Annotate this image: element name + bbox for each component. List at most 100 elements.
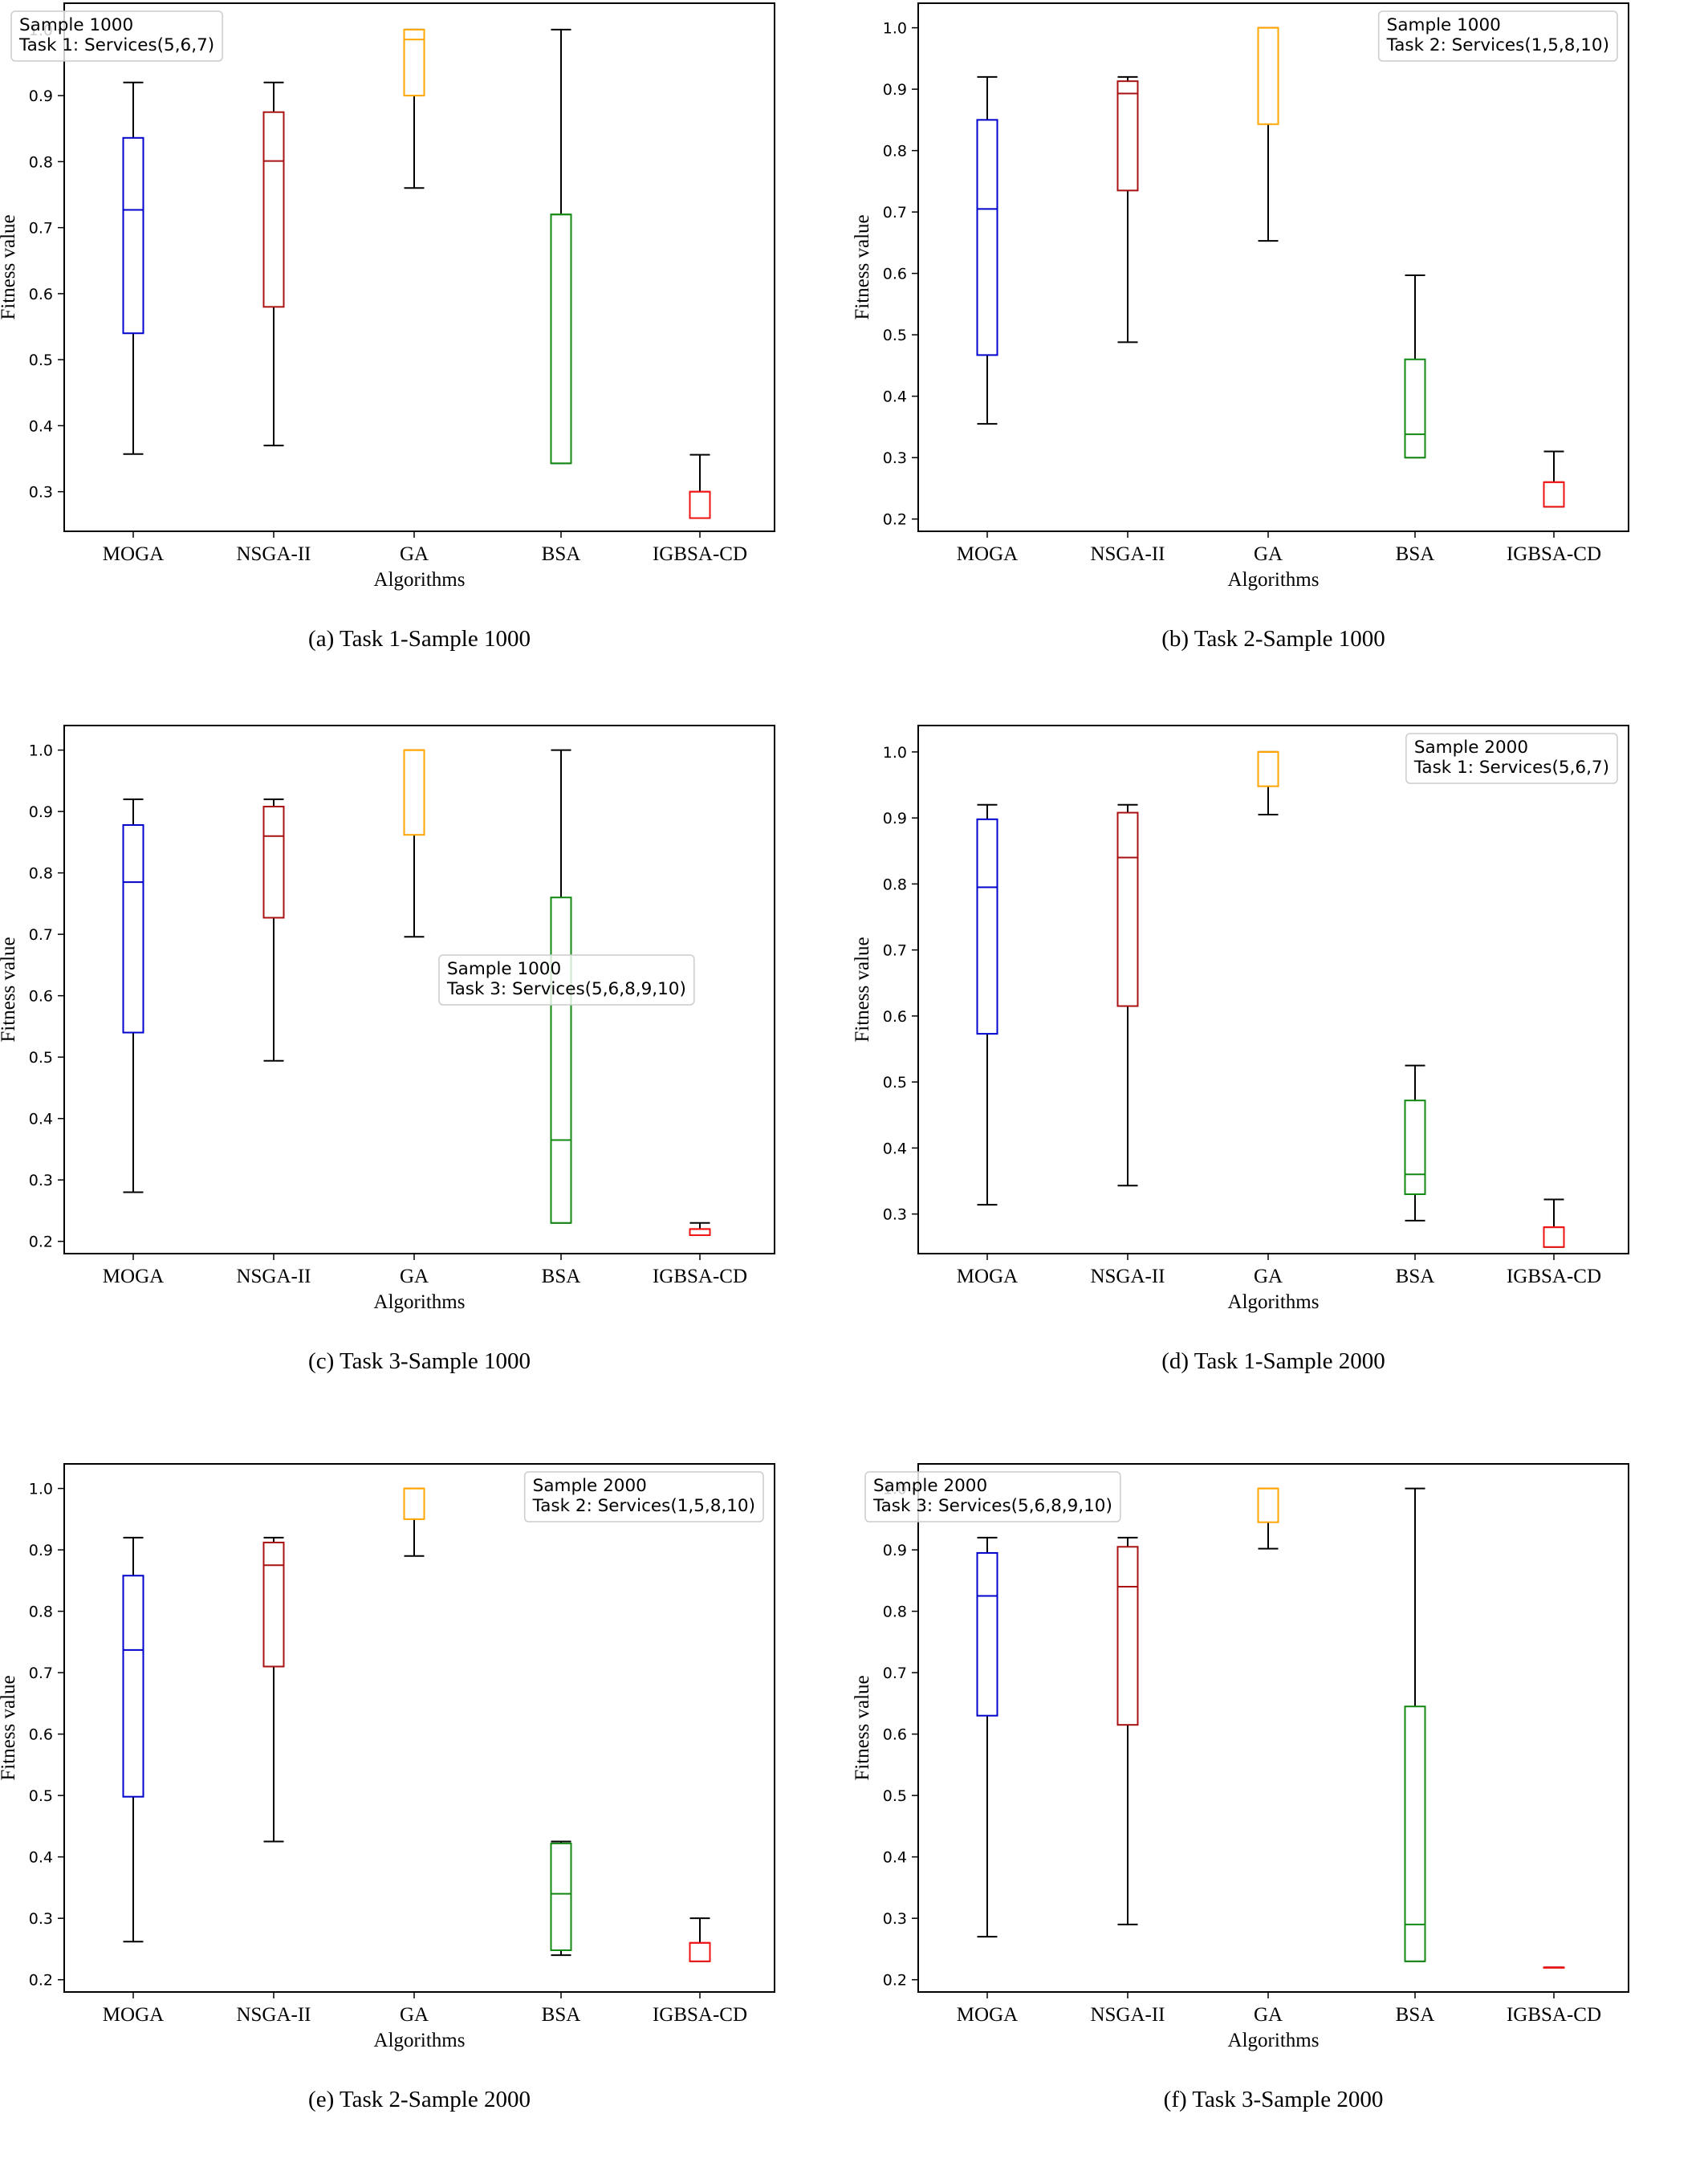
x-tick-label: BSA	[1396, 2004, 1435, 2026]
x-tick-label: MOGA	[103, 2004, 164, 2026]
box-iqr	[550, 213, 572, 465]
legend-text: Task 2: Services(1,5,8,10)	[1386, 35, 1609, 55]
y-axis-title: Fitness value	[852, 1675, 873, 1780]
box-iqr	[403, 1487, 425, 1520]
legend-box	[438, 954, 695, 1006]
x-axis-title: Algorithms	[1228, 569, 1320, 591]
legend-text: Task 3: Services(5,6,8,9,10)	[872, 1496, 1112, 1516]
figure-caption: (c) Task 3-Sample 1000	[308, 1348, 531, 1374]
y-tick-label: 0.4	[883, 388, 907, 406]
box-iqr	[1404, 1705, 1426, 1962]
box-iqr	[1257, 26, 1279, 125]
box-nsga-ii	[262, 798, 285, 1062]
figure-caption: (e) Task 2-Sample 2000	[308, 2087, 531, 2112]
box-iqr	[1543, 1226, 1565, 1248]
y-tick-label: 0.3	[29, 1172, 53, 1189]
box-iqr	[403, 28, 425, 97]
y-tick-label: 0.6	[883, 266, 907, 283]
box-iqr	[689, 1941, 711, 1962]
chart-panel-a: 0.30.40.50.60.70.80.91.0MOGANSGA-IIGABSA…	[0, 0, 854, 722]
plot-frame	[63, 725, 775, 1254]
x-tick-label: NSGA-II	[1090, 1266, 1165, 1287]
legend-text: Sample 2000	[873, 1476, 987, 1496]
y-tick-label: 1.0	[883, 744, 907, 762]
y-tick-label: 0.6	[883, 1008, 907, 1026]
x-tick-label: GA	[1254, 2004, 1283, 2026]
legend-text: Task 1: Services(5,6,7)	[1413, 758, 1609, 778]
box-moga	[122, 81, 144, 455]
figure-caption: (a) Task 1-Sample 1000	[308, 626, 531, 652]
box-iqr	[1404, 358, 1426, 459]
box-moga	[976, 803, 998, 1206]
x-tick-label: NSGA-II	[236, 1266, 311, 1287]
box-iqr	[976, 1551, 998, 1717]
box-moga	[122, 1536, 144, 1943]
y-tick-label: 0.6	[29, 988, 53, 1006]
box-bsa	[1404, 1064, 1426, 1222]
box-moga	[976, 1536, 998, 1938]
x-tick-label: IGBSA-CD	[1507, 1266, 1601, 1287]
y-tick-label: 0.8	[29, 153, 53, 171]
x-axis-title: Algorithms	[1228, 1291, 1320, 1313]
box-igbsa-cd	[689, 1917, 711, 1962]
y-tick-label: 1.0	[29, 742, 53, 760]
box-igbsa-cd	[1543, 450, 1565, 508]
x-tick-label: MOGA	[957, 543, 1018, 565]
box-nsga-ii	[262, 1536, 285, 1843]
box-iqr	[1257, 1487, 1279, 1523]
x-tick-label: BSA	[1396, 543, 1435, 565]
x-tick-label: GA	[400, 1266, 429, 1287]
y-tick-label: 0.5	[29, 352, 53, 369]
y-axis-title: Fitness value	[0, 937, 19, 1042]
plot-frame	[917, 2, 1629, 532]
x-tick-label: IGBSA-CD	[653, 1266, 747, 1287]
y-tick-label: 0.8	[29, 1604, 53, 1621]
box-iqr	[122, 136, 144, 335]
box-moga	[122, 798, 144, 1193]
y-tick-label: 0.4	[883, 1140, 907, 1157]
box-bsa	[550, 28, 572, 465]
legend-text: Sample 2000	[1414, 738, 1528, 758]
x-tick-label: GA	[400, 2004, 429, 2026]
box-iqr	[122, 823, 144, 1034]
y-tick-label: 0.3	[883, 1206, 907, 1224]
box-iqr	[262, 1541, 285, 1668]
legend-box	[1405, 733, 1618, 784]
box-iqr	[262, 805, 285, 919]
y-tick-label: 0.5	[883, 1787, 907, 1805]
y-tick-label: 0.4	[883, 1849, 907, 1867]
box-iqr	[1257, 750, 1279, 787]
y-tick-label: 0.9	[29, 87, 53, 105]
y-tick-label: 0.9	[29, 1542, 53, 1559]
y-tick-label: 0.8	[883, 143, 907, 161]
plot-frame	[917, 1463, 1629, 1993]
x-axis-title: Algorithms	[1228, 2030, 1320, 2051]
y-tick-label: 0.2	[883, 1972, 907, 1990]
boxplot-chart: 0.3 0.4 0.5 0.6 0.7 0.8 0.9 1.0 MOGA NSGA-II GA BSA…	[852, 725, 1629, 1313]
box-iqr	[122, 1575, 144, 1798]
box-moga	[976, 75, 998, 425]
y-tick-label: 0.9	[29, 803, 53, 821]
y-axis-title: Fitness value	[852, 937, 873, 1042]
y-tick-label: 0.8	[29, 865, 53, 883]
box-iqr	[550, 896, 572, 1224]
boxplot-chart: 0.20.30.40.50.60.70.80.91.0MOGANSGA-IIGA…	[852, 1463, 1629, 2051]
x-axis-title: Algorithms	[374, 569, 466, 591]
box-ga	[403, 28, 425, 189]
x-tick-label: NSGA-II	[236, 2004, 311, 2026]
x-tick-label: MOGA	[103, 543, 164, 565]
y-tick-label: 0.9	[883, 1542, 907, 1559]
y-tick-label: 0.7	[29, 926, 53, 944]
x-tick-label: MOGA	[103, 1266, 164, 1287]
y-tick-label: 0.7	[29, 220, 53, 238]
box-igbsa-cd	[1543, 1966, 1565, 1969]
box-ga	[403, 749, 425, 938]
plot-frame	[63, 2, 775, 532]
